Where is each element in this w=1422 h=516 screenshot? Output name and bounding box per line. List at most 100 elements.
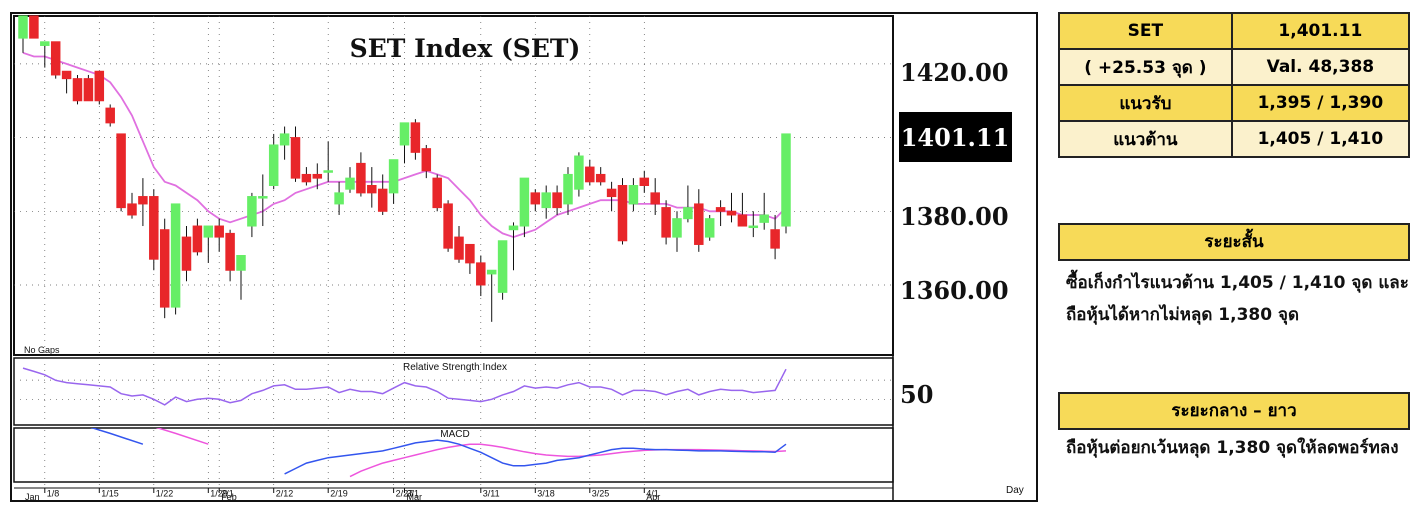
resistance-label-cell: แนวต้าน	[1058, 120, 1233, 158]
x-tick-label: 2/27	[396, 488, 414, 498]
short-term-text: ซื้อเก็งกำไรแนวต้าน 1,405 / 1,410 จุด แล…	[1066, 273, 1409, 325]
candle	[377, 174, 388, 215]
candle	[606, 181, 617, 212]
candle-body	[508, 225, 519, 231]
table-row: แนวรับ 1,395 / 1,390	[1058, 84, 1411, 122]
month-label: Jan	[25, 492, 40, 502]
rsi-title: Relative Strength Index	[403, 362, 507, 373]
set-label-cell: SET	[1058, 12, 1233, 50]
candle	[432, 174, 442, 212]
table-row: SET 1,401.11	[1058, 12, 1411, 50]
candle-body	[454, 236, 464, 260]
candle-body	[105, 107, 115, 124]
candle-body	[465, 243, 475, 264]
month-label: Apr	[646, 492, 660, 502]
candle	[595, 167, 606, 186]
chart-canvas: 1/8 1/15 1/22 1/292/1 2/12 2/19 2/273/1 3/11 3/1…	[10, 12, 1038, 502]
candle-body	[268, 144, 279, 186]
candle-body	[377, 188, 388, 212]
no-gaps-label: No Gaps	[24, 345, 60, 355]
macd-line-early	[90, 428, 144, 445]
rsi-line	[22, 367, 787, 406]
candle	[258, 174, 268, 227]
candle-body	[715, 207, 726, 212]
candle	[585, 159, 595, 186]
candle-body	[29, 15, 39, 39]
candle	[203, 225, 214, 263]
candle-body	[748, 225, 759, 229]
candle	[105, 104, 115, 127]
summary-table: SET 1,401.11 ( +25.53 จุด ) Val. 48,388 …	[1058, 12, 1411, 158]
candle-body	[345, 177, 355, 190]
candle-body	[94, 70, 105, 102]
chart-border	[10, 12, 1038, 502]
candle-body	[159, 229, 170, 308]
mid-long-term-text: ถือหุ้นต่อยกเว้นหลุด 1,380 จุดให้ลดพอร์ท…	[1066, 438, 1399, 458]
candle	[694, 189, 704, 252]
candle-body	[563, 173, 573, 205]
candle-body	[18, 15, 28, 39]
candle	[367, 167, 377, 208]
candle	[116, 133, 126, 212]
candle-body	[421, 148, 432, 172]
candle	[552, 185, 562, 215]
candle	[530, 189, 541, 212]
x-tick-label: 3/18	[537, 488, 555, 498]
candle	[683, 185, 693, 223]
candle-body	[726, 210, 737, 216]
candle	[72, 74, 83, 105]
chart-title: SET Index (SET)	[350, 34, 581, 63]
macd-title: MACD	[440, 429, 469, 440]
candle	[737, 192, 748, 227]
candle	[748, 211, 759, 238]
y-tick-1360: 1360.00	[900, 276, 1009, 305]
candle-body	[170, 203, 181, 308]
candle-body	[236, 255, 246, 271]
candle	[421, 144, 432, 179]
candle-body	[301, 173, 312, 183]
candle-body	[399, 122, 410, 146]
candle	[181, 226, 192, 282]
candle	[225, 229, 235, 282]
candle	[83, 74, 94, 102]
candle	[301, 167, 312, 186]
candle-body	[312, 173, 323, 179]
macd-group	[90, 428, 787, 478]
candle	[268, 133, 279, 190]
candle	[159, 218, 170, 319]
candle-body	[279, 133, 290, 146]
candle	[519, 177, 530, 238]
candle-body	[574, 155, 584, 190]
candle-body	[83, 78, 94, 102]
candle	[345, 167, 355, 193]
candle	[726, 192, 737, 223]
candle	[127, 192, 137, 219]
candle	[497, 240, 508, 300]
x-tick-label: 1/15	[101, 488, 119, 498]
candle-body	[661, 207, 671, 238]
candle-body	[541, 192, 551, 209]
candle-body	[214, 225, 224, 238]
x-tick-label: 3/11	[483, 488, 500, 498]
last-price-label: 1401.11	[901, 123, 1010, 152]
candle	[149, 189, 159, 271]
x-tick-label: 1/22	[156, 488, 174, 498]
candle	[759, 192, 769, 230]
month-label: Feb	[221, 492, 237, 502]
set-value-cell: 1,401.11	[1230, 12, 1411, 50]
x-tick-label: 2/1	[221, 488, 234, 498]
candle	[247, 192, 257, 238]
candle-body	[683, 207, 693, 220]
candle-body	[40, 41, 50, 46]
table-row: ( +25.53 จุด ) Val. 48,388	[1058, 48, 1411, 86]
candle-body	[497, 240, 508, 293]
candle-body	[388, 159, 399, 194]
candle	[61, 70, 72, 94]
candle	[323, 141, 333, 182]
candle	[770, 214, 780, 260]
candle	[214, 218, 224, 252]
candle-body	[410, 122, 421, 153]
candle-body	[356, 162, 366, 194]
candle-body	[334, 192, 344, 205]
price-panel-border	[13, 15, 894, 356]
